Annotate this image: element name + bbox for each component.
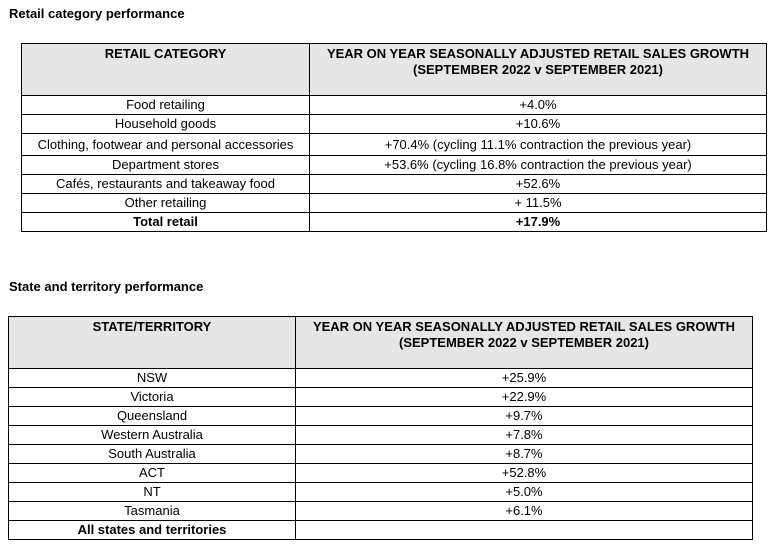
table-header-row: RETAIL CATEGORY YEAR ON YEAR SEASONALLY …	[21, 43, 767, 96]
state-cell: Victoria	[8, 387, 296, 407]
table-row: ACT +52.8%	[8, 463, 753, 483]
table-row: Victoria +22.9%	[8, 387, 753, 407]
state-cell: South Australia	[8, 444, 296, 464]
state-growth-cell: +8.7%	[295, 444, 753, 464]
retail-growth-cell: +52.6%	[309, 174, 767, 194]
state-growth-cell: +52.8%	[295, 463, 753, 483]
total-retail-label: Total retail	[21, 212, 310, 232]
growth-header-line2: (SEPTEMBER 2022 v SEPTEMBER 2021)	[399, 335, 649, 350]
state-growth-cell: +22.9%	[295, 387, 753, 407]
table-header-row: STATE/TERRITORY YEAR ON YEAR SEASONALLY …	[8, 316, 753, 369]
retail-category-cell: Cafés, restaurants and takeaway food	[21, 174, 310, 194]
state-growth-cell: +6.1%	[295, 501, 753, 521]
table-row: Cafés, restaurants and takeaway food +52…	[21, 174, 767, 194]
retail-growth-cell: +70.4% (cycling 11.1% contraction the pr…	[309, 133, 767, 156]
retail-growth-cell: +4.0%	[309, 95, 767, 115]
total-row: Total retail +17.9%	[21, 212, 767, 232]
retail-category-column-header: RETAIL CATEGORY	[21, 43, 310, 96]
state-cell: NSW	[8, 368, 296, 388]
total-row: All states and territories	[8, 520, 753, 540]
all-states-label: All states and territories	[8, 520, 296, 540]
state-growth-cell: +9.7%	[295, 406, 753, 426]
retail-category-cell: Department stores	[21, 155, 310, 175]
state-territory-table: STATE/TERRITORY YEAR ON YEAR SEASONALLY …	[8, 316, 753, 540]
state-column-header: STATE/TERRITORY	[8, 316, 296, 369]
state-growth-cell: +7.8%	[295, 425, 753, 445]
retail-category-cell: Household goods	[21, 114, 310, 134]
state-growth-column-header: YEAR ON YEAR SEASONALLY ADJUSTED RETAIL …	[295, 316, 753, 369]
table-row: NT +5.0%	[8, 482, 753, 502]
table-row: Western Australia +7.8%	[8, 425, 753, 445]
table-row: South Australia +8.7%	[8, 444, 753, 464]
retail-category-cell: Food retailing	[21, 95, 310, 115]
total-retail-growth: +17.9%	[309, 212, 767, 232]
state-cell: Tasmania	[8, 501, 296, 521]
table-row: NSW +25.9%	[8, 368, 753, 388]
state-cell: Western Australia	[8, 425, 296, 445]
growth-header-line1: YEAR ON YEAR SEASONALLY ADJUSTED RETAIL …	[312, 319, 736, 334]
retail-growth-cell: + 11.5%	[309, 193, 767, 213]
state-cell: NT	[8, 482, 296, 502]
state-cell: Queensland	[8, 406, 296, 426]
all-states-growth	[295, 520, 753, 540]
retail-growth-column-header: YEAR ON YEAR SEASONALLY ADJUSTED RETAIL …	[309, 43, 767, 96]
table-row: Other retailing + 11.5%	[21, 193, 767, 213]
retail-category-cell: Clothing, footwear and personal accessor…	[21, 133, 310, 156]
table-row: Department stores +53.6% (cycling 16.8% …	[21, 155, 767, 175]
state-territory-heading: State and territory performance	[9, 279, 204, 294]
table-row: Food retailing +4.0%	[21, 95, 767, 115]
state-growth-cell: +5.0%	[295, 482, 753, 502]
table-row: Tasmania +6.1%	[8, 501, 753, 521]
table-row: Queensland +9.7%	[8, 406, 753, 426]
table-row: Clothing, footwear and personal accessor…	[21, 133, 767, 156]
retail-category-cell: Other retailing	[21, 193, 310, 213]
table-row: Household goods +10.6%	[21, 114, 767, 134]
state-cell: ACT	[8, 463, 296, 483]
growth-header-line1: YEAR ON YEAR SEASONALLY ADJUSTED RETAIL …	[326, 46, 750, 61]
retail-growth-cell: +53.6% (cycling 16.8% contraction the pr…	[309, 155, 767, 175]
retail-growth-cell: +10.6%	[309, 114, 767, 134]
growth-header-line2: (SEPTEMBER 2022 v SEPTEMBER 2021)	[413, 62, 663, 77]
retail-category-heading: Retail category performance	[9, 6, 185, 21]
retail-category-table: RETAIL CATEGORY YEAR ON YEAR SEASONALLY …	[21, 43, 767, 232]
state-growth-cell: +25.9%	[295, 368, 753, 388]
